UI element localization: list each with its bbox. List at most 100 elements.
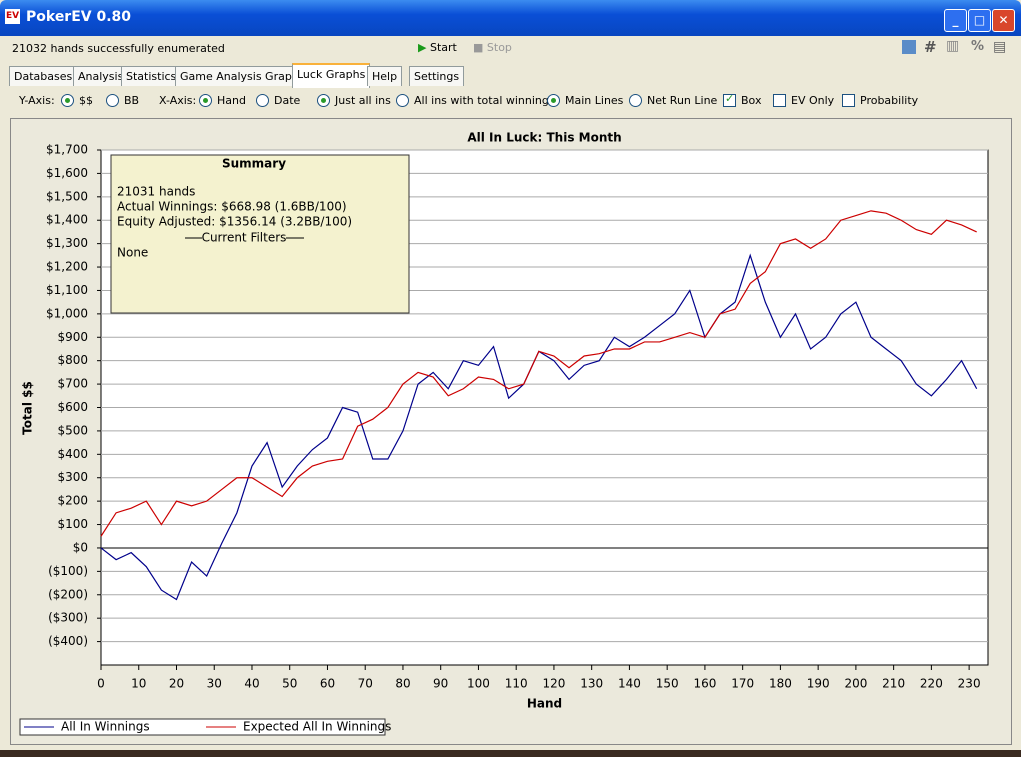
chart-title: All In Luck: This Month xyxy=(467,131,621,145)
x-tick-label: 180 xyxy=(769,677,792,691)
window-title: PokerEV 0.80 xyxy=(26,9,132,25)
y-tick-label: $1,000 xyxy=(46,306,88,320)
stop-button[interactable]: ■ Stop xyxy=(473,41,512,54)
x-tick-label: 230 xyxy=(958,677,981,691)
option-label: Y-Axis: xyxy=(19,94,55,107)
option-text[interactable]: EV Only xyxy=(791,94,835,107)
option-text[interactable]: Main Lines xyxy=(565,94,624,107)
summary-line: Current Filters xyxy=(202,231,287,245)
option-text[interactable]: All ins with total winnings xyxy=(414,94,555,107)
option-text[interactable]: Hand xyxy=(217,94,246,107)
y-tick-label: ($100) xyxy=(48,564,88,578)
radio-button[interactable] xyxy=(61,94,74,107)
x-tick-label: 220 xyxy=(920,677,943,691)
y-tick-label: $1,100 xyxy=(46,283,88,297)
start-label: Start xyxy=(429,41,457,54)
tab[interactable]: Databases xyxy=(9,66,78,86)
x-tick-label: 70 xyxy=(358,677,373,691)
y-tick-label: $1,400 xyxy=(46,213,88,227)
check-mark xyxy=(65,98,70,103)
stop-icon: ■ xyxy=(473,41,484,54)
y-tick-label: $700 xyxy=(57,377,88,391)
status-text: 21032 hands successfully enumerated xyxy=(12,42,225,55)
y-tick-label: ($300) xyxy=(48,611,88,625)
y-axis-label: Total $$ xyxy=(21,381,35,435)
x-tick-label: 0 xyxy=(97,677,105,691)
option-text[interactable]: Date xyxy=(274,94,301,107)
y-tick-label: $400 xyxy=(57,447,88,461)
tab[interactable]: Luck Graphs xyxy=(292,63,371,88)
checkbox[interactable] xyxy=(773,94,786,107)
legend-label: All In Winnings xyxy=(61,720,150,734)
y-tick-label: $1,600 xyxy=(46,166,88,180)
y-tick-label: $500 xyxy=(57,423,88,437)
legend-box xyxy=(19,718,386,736)
option-text[interactable]: Net Run Line xyxy=(647,94,718,107)
summary-line: Equity Adjusted: $1356.14 (3.2BB/100) xyxy=(117,215,352,229)
summary-box xyxy=(110,154,410,314)
y-tick-label: ($400) xyxy=(48,634,88,648)
x-tick-label: 200 xyxy=(844,677,867,691)
summary-line: 21031 hands xyxy=(117,185,195,199)
option-text[interactable]: Box xyxy=(741,94,762,107)
x-tick-label: 60 xyxy=(320,677,335,691)
x-tick-label: 40 xyxy=(244,677,259,691)
y-tick-label: $1,300 xyxy=(46,236,88,250)
option-label: X-Axis: xyxy=(159,94,197,107)
option-text[interactable]: $$ xyxy=(79,94,93,107)
checkbox[interactable] xyxy=(842,94,855,107)
tab[interactable]: Settings xyxy=(409,66,465,86)
list-icon[interactable]: ▤ xyxy=(993,39,1007,55)
x-tick-label: 140 xyxy=(618,677,641,691)
x-tick-label: 90 xyxy=(433,677,448,691)
x-tick-label: 170 xyxy=(731,677,754,691)
option-text[interactable]: BB xyxy=(124,94,140,107)
legend-label: Expected All In Winnings xyxy=(243,720,391,734)
image-icon[interactable] xyxy=(902,40,916,54)
radio-button[interactable] xyxy=(317,94,330,107)
y-tick-label: $300 xyxy=(57,470,88,484)
x-tick-label: 190 xyxy=(807,677,830,691)
minimize-button[interactable]: _ xyxy=(944,9,967,32)
tab[interactable]: Statistics xyxy=(121,66,182,86)
close-button[interactable]: ✕ xyxy=(992,9,1015,32)
maximize-button[interactable]: □ xyxy=(968,9,991,32)
check-mark: ✓ xyxy=(725,92,735,105)
checkbox[interactable]: ✓ xyxy=(723,92,736,107)
start-button[interactable]: ▶ Start xyxy=(418,41,457,54)
x-axis-label: Hand xyxy=(527,697,562,711)
y-tick-label: $800 xyxy=(57,353,88,367)
stop-label: Stop xyxy=(486,41,512,54)
radio-button[interactable] xyxy=(547,94,560,107)
x-tick-label: 10 xyxy=(131,677,146,691)
tab[interactable]: Help xyxy=(367,66,403,86)
summary-line: None xyxy=(117,246,148,260)
x-tick-label: 210 xyxy=(882,677,905,691)
grid-icon[interactable]: # xyxy=(924,38,937,56)
check-mark xyxy=(551,98,556,103)
radio-button[interactable] xyxy=(256,94,269,107)
y-tick-label: $600 xyxy=(57,400,88,414)
radio-button[interactable] xyxy=(629,94,642,107)
option-text[interactable]: Probability xyxy=(860,94,919,107)
x-tick-label: 130 xyxy=(580,677,603,691)
check-mark xyxy=(203,98,208,103)
radio-button[interactable] xyxy=(396,94,409,107)
bars-icon[interactable]: ▥ xyxy=(946,38,960,54)
x-tick-label: 160 xyxy=(693,677,716,691)
radio-button[interactable] xyxy=(199,94,212,107)
x-tick-label: 110 xyxy=(505,677,528,691)
tab[interactable]: Game Analysis Graphs xyxy=(175,66,310,86)
x-tick-label: 50 xyxy=(282,677,297,691)
y-tick-label: $200 xyxy=(57,494,88,508)
tab[interactable]: Analysis xyxy=(73,66,129,86)
y-tick-label: $100 xyxy=(57,517,88,531)
x-tick-label: 80 xyxy=(395,677,410,691)
option-text[interactable]: Just all ins xyxy=(335,94,391,107)
radio-button[interactable] xyxy=(106,94,119,107)
percent-icon[interactable]: % xyxy=(971,39,985,54)
app-icon: EV xyxy=(5,9,20,24)
x-tick-label: 150 xyxy=(656,677,679,691)
